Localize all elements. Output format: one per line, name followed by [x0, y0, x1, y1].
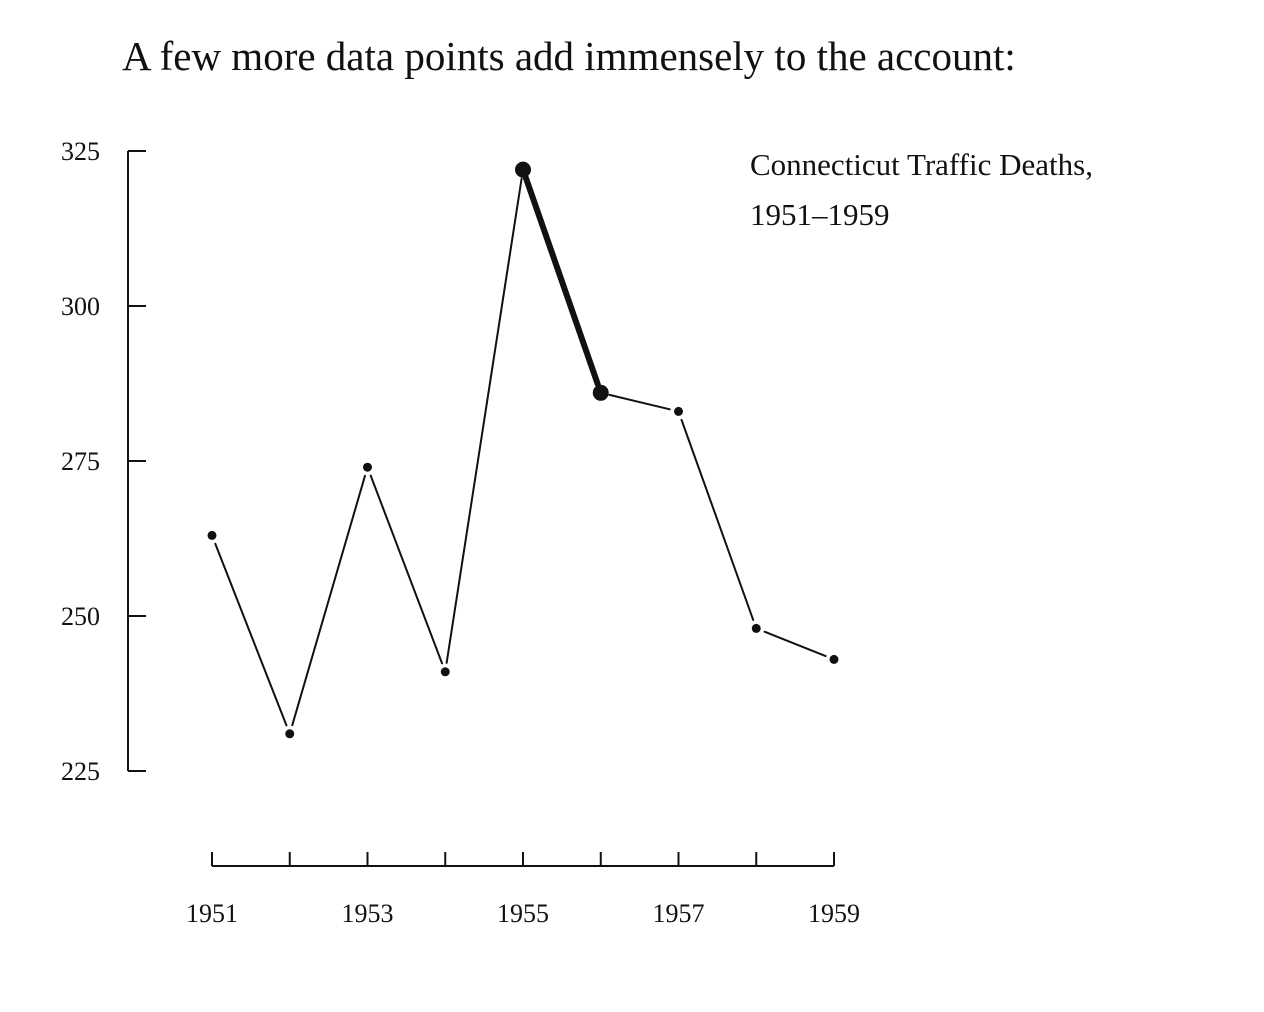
x-tick-label: 1953	[342, 899, 394, 928]
x-tick-label: 1957	[653, 899, 705, 928]
y-tick-label: 300	[61, 292, 100, 321]
data-point	[674, 406, 683, 416]
data-point-highlight	[515, 161, 531, 178]
series-segment	[291, 474, 366, 727]
series-segment	[680, 418, 755, 621]
x-axis: 1951 1953 1955 1957 1959	[186, 852, 860, 928]
data-point	[440, 667, 450, 677]
series-segment	[608, 393, 671, 411]
series-segment-highlight	[522, 175, 601, 388]
y-tick-label: 225	[61, 757, 100, 786]
series-segment	[445, 177, 523, 664]
data-point	[207, 530, 217, 540]
series-segment	[214, 542, 288, 727]
data-point	[829, 654, 839, 664]
data-points	[207, 161, 839, 739]
data-point	[363, 462, 372, 472]
x-tick-label: 1955	[497, 899, 549, 928]
chart-title-line-1: Connecticut Traffic Deaths,	[750, 147, 1093, 182]
series-segment	[763, 630, 827, 658]
series-segment	[369, 474, 444, 665]
intro-text: A few more data points add immensely to …	[122, 33, 1016, 79]
data-point	[285, 729, 295, 739]
chart-title-line-2: 1951–1959	[750, 197, 890, 232]
y-tick-label: 325	[61, 137, 100, 166]
y-tick-label: 275	[61, 447, 100, 476]
data-point-highlight	[592, 384, 609, 401]
x-tick-label: 1951	[186, 899, 238, 928]
y-axis: 225 250 275 300 325	[61, 137, 146, 786]
x-tick-label: 1959	[808, 899, 860, 928]
series-traffic-deaths	[214, 175, 827, 727]
data-point	[751, 623, 761, 633]
y-tick-label: 250	[61, 602, 100, 631]
